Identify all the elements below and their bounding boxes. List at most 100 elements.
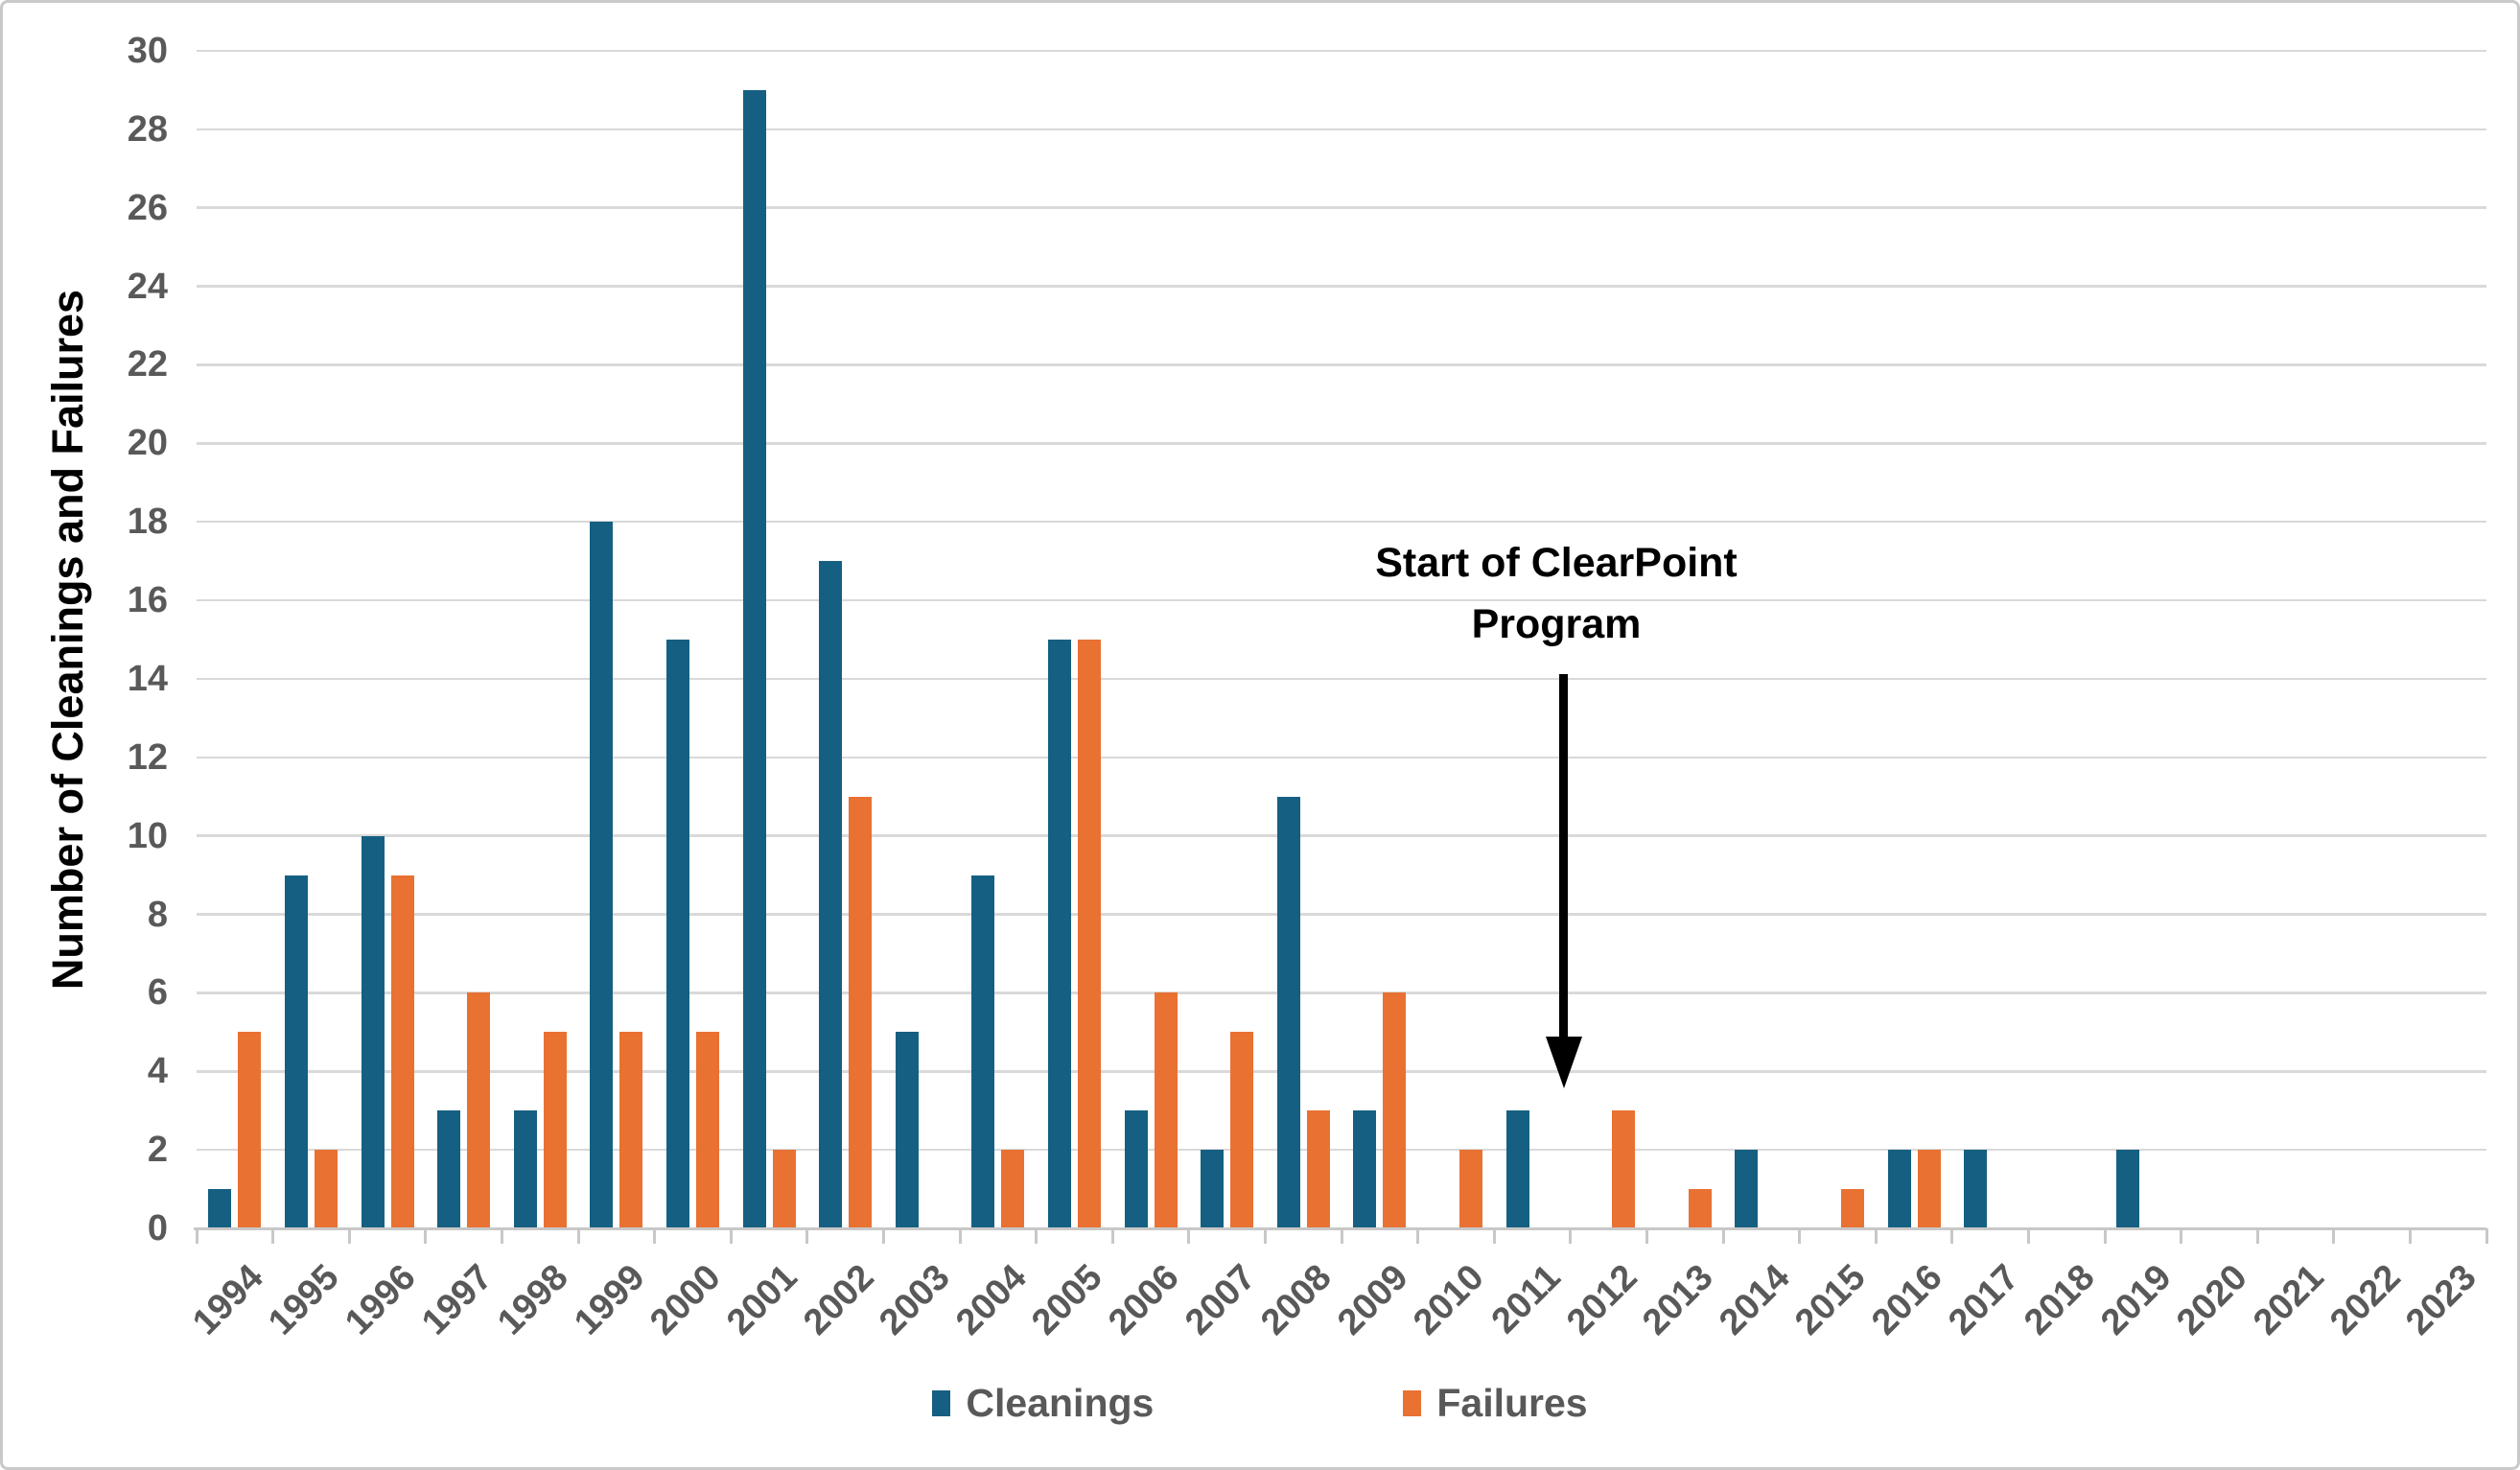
bar-failures-2001 (772, 1150, 796, 1227)
x-axis-tick-mark (1340, 1228, 1343, 1244)
x-axis-tick-mark (1492, 1228, 1496, 1244)
gridline-y-14 (197, 677, 2486, 681)
bar-cleanings-1996 (361, 835, 385, 1227)
y-axis-tick-label: 2 (147, 1130, 168, 1171)
gridline-y-4 (197, 1070, 2486, 1073)
bar-failures-2007 (1230, 1032, 1254, 1227)
bar-failures-2006 (1154, 992, 1178, 1227)
x-axis-tick-mark (729, 1228, 733, 1244)
x-axis-tick-mark (653, 1228, 657, 1244)
gridline-y-26 (197, 206, 2486, 209)
bar-cleanings-1994 (208, 1189, 232, 1227)
bar-cleanings-1995 (284, 875, 308, 1227)
annotation-arrow-line (1559, 674, 1568, 1037)
x-axis-tick-mark (195, 1228, 198, 1244)
y-axis-tick-label: 4 (147, 1051, 168, 1092)
bar-failures-2005 (1077, 640, 1101, 1227)
gridline-y-12 (197, 756, 2486, 759)
y-axis-tick-label: 26 (127, 187, 168, 228)
bar-cleanings-1998 (513, 1110, 537, 1227)
bar-cleanings-2011 (1505, 1110, 1529, 1227)
x-axis-tick-mark (424, 1228, 428, 1244)
bar-failures-1999 (619, 1032, 643, 1227)
x-axis-tick-mark (1874, 1228, 1878, 1244)
legend-item-failures: Failures (1403, 1380, 1588, 1426)
bar-failures-2000 (695, 1032, 719, 1227)
bar-cleanings-2017 (1964, 1150, 1988, 1227)
bar-cleanings-2003 (895, 1032, 919, 1227)
gridline-y-20 (197, 442, 2486, 445)
x-axis-tick-mark (2103, 1228, 2107, 1244)
bar-cleanings-2000 (665, 640, 689, 1227)
annotation-text: Start of ClearPoint Program (1375, 532, 1738, 655)
x-axis-tick-mark (1798, 1228, 1802, 1244)
plot-area: 0 2 4 6 8 10 12 14 16 18 20 22 24 26 28 30 1994 1995 1996 1… (3, 3, 2517, 1467)
bar-failures-1994 (238, 1032, 262, 1227)
bar-cleanings-1999 (590, 522, 614, 1227)
y-axis-tick-label: 22 (127, 344, 168, 385)
x-axis-tick-label-text: 1994 (185, 1257, 271, 1343)
x-axis-tick-mark (1721, 1228, 1725, 1244)
y-axis-tick-label: 12 (127, 736, 168, 778)
annotation-line-1: Start of ClearPoint (1375, 540, 1738, 586)
x-axis-tick-mark (1950, 1228, 1954, 1244)
bar-failures-2004 (1001, 1150, 1025, 1227)
legend-item-cleanings: Cleanings (932, 1381, 1154, 1426)
legend-label-failures: Failures (1436, 1380, 1588, 1425)
bar-cleanings-2019 (2116, 1150, 2140, 1227)
annotation-line-2: Program (1471, 601, 1642, 647)
bar-cleanings-2007 (1201, 1150, 1225, 1227)
y-axis-tick-label: 16 (127, 580, 168, 621)
y-axis-tick-label: 18 (127, 502, 168, 543)
y-axis-tick-label: 14 (127, 658, 168, 699)
gridline-y-8 (197, 913, 2486, 916)
x-axis-tick-mark (2026, 1228, 2030, 1244)
bar-failures-1995 (314, 1150, 338, 1227)
x-axis-tick-mark (1110, 1228, 1114, 1244)
x-axis-tick-mark (2485, 1228, 2488, 1244)
y-axis-tick-label: 28 (127, 108, 168, 150)
bar-cleanings-2009 (1353, 1110, 1377, 1227)
gridline-y-24 (197, 285, 2486, 288)
legend-label-cleanings: Cleanings (966, 1380, 1155, 1425)
x-axis-tick-mark (881, 1228, 885, 1244)
x-axis-tick-mark (2255, 1228, 2259, 1244)
cleanings-swatch-icon (932, 1389, 951, 1416)
x-axis-tick-mark (1569, 1228, 1573, 1244)
gridline-y-6 (197, 992, 2486, 994)
x-axis-tick-mark (1263, 1228, 1267, 1244)
bar-failures-2016 (1917, 1150, 1941, 1227)
bar-cleanings-1997 (437, 1110, 461, 1227)
y-axis-tick-label: 8 (147, 894, 168, 935)
bar-failures-1996 (390, 875, 414, 1227)
bar-cleanings-2005 (1047, 640, 1071, 1227)
bar-cleanings-2016 (1887, 1150, 1911, 1227)
gridline-y-16 (197, 598, 2486, 602)
y-axis-tick-label: 24 (127, 266, 168, 307)
bar-failures-2002 (849, 796, 873, 1227)
x-axis-tick-mark (805, 1228, 809, 1244)
x-axis-tick-mark (271, 1228, 275, 1244)
bar-failures-1998 (543, 1032, 567, 1227)
x-axis-tick-mark (1187, 1228, 1191, 1244)
gridline-y-28 (197, 128, 2486, 131)
annotation-arrow-head-icon (1546, 1037, 1582, 1088)
bar-failures-2008 (1306, 1110, 1330, 1227)
bar-failures-2009 (1383, 992, 1407, 1227)
x-axis-tick-mark (958, 1228, 962, 1244)
x-axis-tick-mark (2408, 1228, 2412, 1244)
y-axis-tick-label: 0 (147, 1208, 168, 1248)
gridline-y-22 (197, 363, 2486, 366)
x-axis-tick-mark (500, 1228, 503, 1244)
bar-cleanings-2008 (1276, 796, 1300, 1227)
y-axis-tick-label: 6 (147, 972, 168, 1014)
gridline-y-30 (197, 49, 2486, 53)
x-axis-tick-mark (2180, 1228, 2183, 1244)
bar-cleanings-2001 (742, 89, 766, 1227)
bar-failures-2015 (1840, 1189, 1864, 1227)
legend: Cleanings Failures (3, 1376, 2517, 1430)
bar-cleanings-2002 (819, 561, 843, 1227)
x-axis-tick-mark (576, 1228, 580, 1244)
bar-cleanings-2014 (1735, 1150, 1759, 1227)
